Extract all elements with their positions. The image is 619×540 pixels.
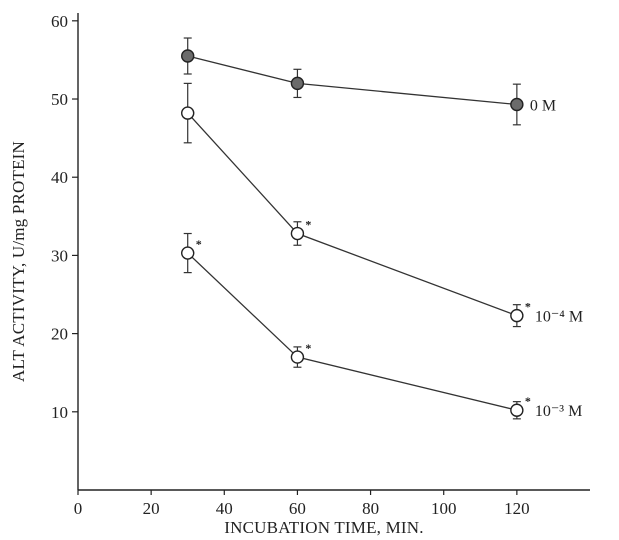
x-tick-label: 120 [504,499,530,518]
series-1: 0 M [181,37,556,126]
x-tick-label: 60 [289,499,306,518]
significance-mark: * [525,300,531,314]
significance-mark: * [305,341,311,355]
y-tick-label: 60 [51,12,68,31]
y-tick-label: 40 [51,168,68,187]
series-label: 10⁻³ M [535,403,582,420]
data-point [181,106,195,120]
data-point [510,403,524,417]
y-tick-label: 30 [51,246,68,265]
axes [77,13,590,491]
series-label: 0 M [530,97,556,114]
data-point [510,97,524,112]
data-point [290,226,305,241]
significance-mark: * [525,394,531,408]
x-tick-label: 80 [362,499,379,518]
y-tick-label: 50 [51,90,68,109]
x-tick-label: 100 [431,499,457,518]
y-tick-label: 20 [51,325,68,344]
series-line [187,112,518,317]
x-axis-title: INCUBATION TIME, MIN. [224,518,423,537]
series-2: * * 10⁻⁴ M [181,82,583,328]
series-line [187,252,518,411]
series-3: * * * 10⁻³ M [181,232,582,420]
x-tick-label: 40 [216,499,233,518]
x-tick-label: 0 [74,499,83,518]
series-layer: 0 M * * 10⁻⁴ M * * * 10⁻³ M [181,37,583,420]
data-point [181,246,195,260]
tick-labels: 0 20 40 60 80 100 120 10 20 30 40 50 60 [51,12,530,518]
data-point [290,76,305,91]
series-line [187,55,517,106]
data-point [181,49,195,63]
significance-mark: * [196,237,202,251]
significance-mark: * [305,218,311,232]
tick-marks [72,20,518,495]
y-tick-label: 10 [51,403,68,422]
data-point [290,350,305,364]
x-tick-label: 20 [143,499,160,518]
series-label: 10⁻⁴ M [535,309,583,326]
y-axis-title: ALT ACTIVITY, U/mg PROTEIN [9,141,28,382]
data-point [510,308,524,323]
